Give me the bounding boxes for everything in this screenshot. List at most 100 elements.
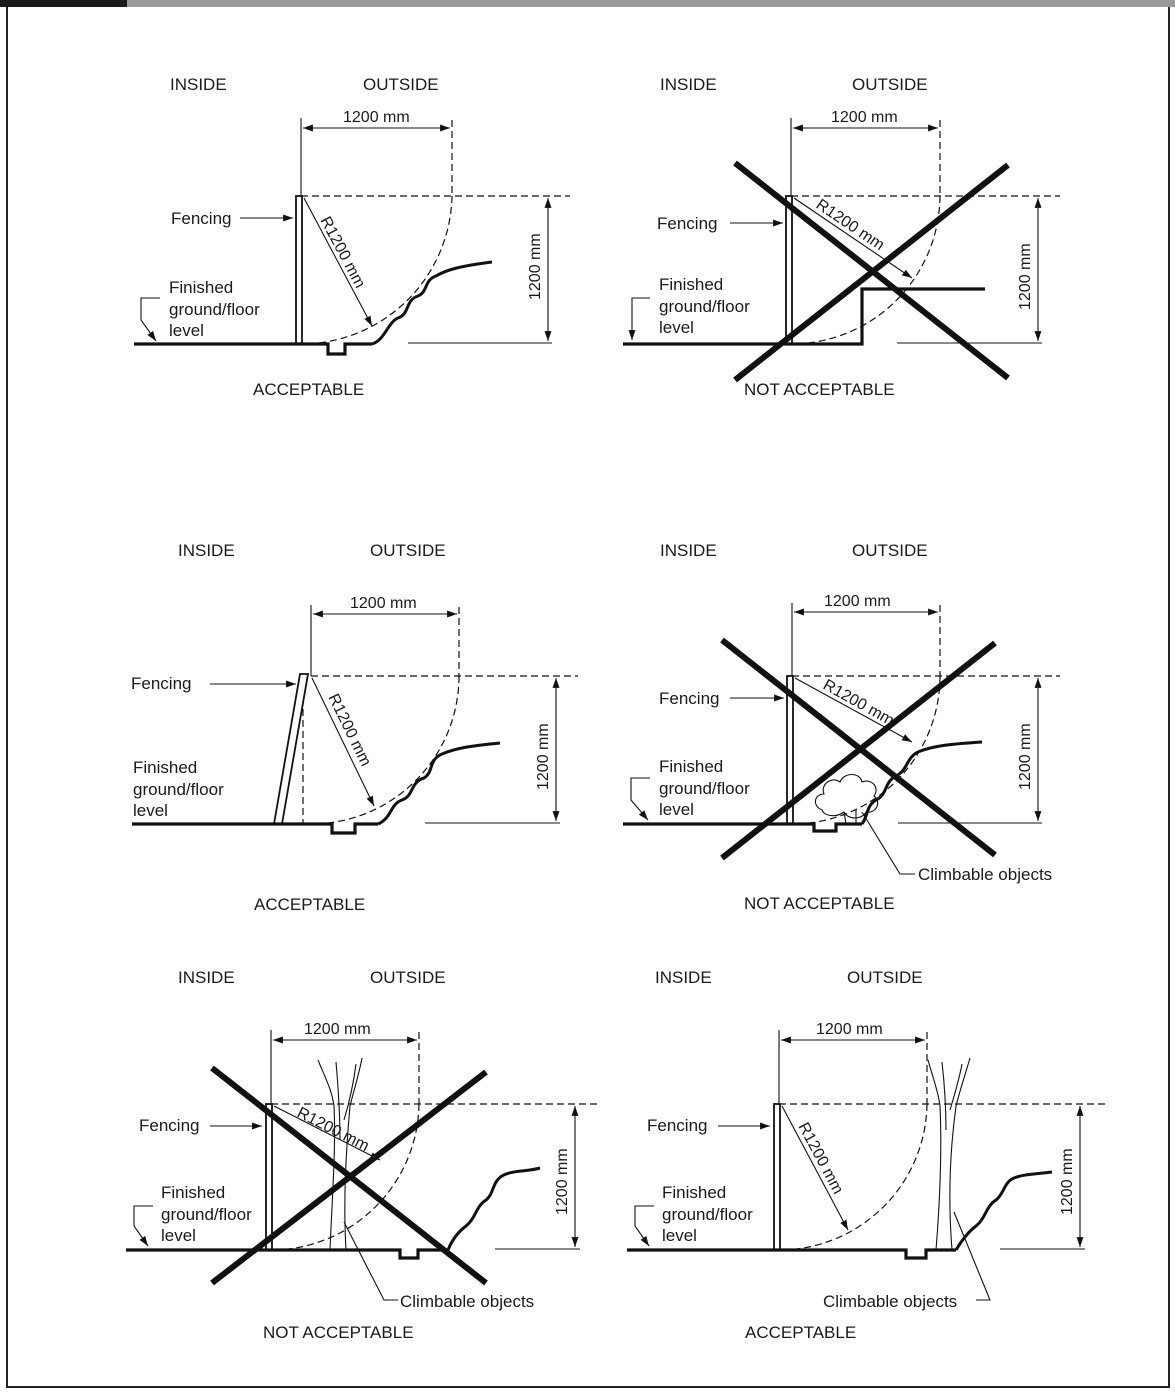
outside-label: OUTSIDE: [852, 75, 928, 94]
width-dimension-label: 1200 mm: [343, 109, 410, 126]
outside-label: OUTSIDE: [852, 541, 928, 560]
outside-label: OUTSIDE: [363, 75, 439, 94]
bush-stem: [843, 811, 847, 825]
fencing-label: Fencing: [139, 1116, 199, 1135]
tree-branch: [335, 1061, 341, 1141]
width-dimension-label: 1200 mm: [350, 595, 417, 612]
ground-label-line1: Finished: [161, 1183, 225, 1202]
ground-leader: [140, 297, 160, 342]
verdict-label: ACCEPTABLE: [253, 380, 364, 399]
radius-line: [794, 677, 913, 743]
climbable-objects-label: Climbable objects: [400, 1292, 534, 1311]
inside-label: INSIDE: [178, 541, 235, 560]
height-dimension-label: 1200 mm: [554, 1148, 571, 1215]
panel-6: INSIDE OUTSIDE 1200 mm 1200 mm R1200 mm …: [627, 968, 1105, 1342]
ground-line: [134, 342, 372, 356]
radius-label: R1200 mm: [820, 677, 897, 730]
radius-line: [793, 197, 913, 279]
ground-label-line3: level: [659, 318, 694, 337]
ground-line: [132, 822, 378, 835]
ground-label-line3: level: [659, 800, 694, 819]
tree-branch: [343, 1063, 357, 1121]
radius-label: R1200 mm: [813, 196, 887, 254]
ground-label-line2: ground/floor: [133, 780, 224, 799]
width-dimension-label: 1200 mm: [824, 593, 891, 610]
fencing-label: Fencing: [171, 209, 231, 228]
page-frame: [6, 7, 1170, 1388]
ground-line: [623, 822, 862, 833]
ground-leader: [630, 777, 650, 821]
inside-label: INSIDE: [170, 75, 227, 94]
tree-trunk-left: [927, 1059, 942, 1251]
inside-label: INSIDE: [660, 541, 717, 560]
verdict-label: NOT ACCEPTABLE: [744, 894, 895, 913]
sloped-terrain: [954, 1170, 1053, 1251]
climbable-objects-label: Climbable objects: [918, 865, 1052, 884]
tree-branch: [941, 1061, 947, 1131]
clearance-arc: [778, 1103, 928, 1251]
height-dimension-label: 1200 mm: [1017, 723, 1034, 790]
width-dimension-label: 1200 mm: [831, 109, 898, 126]
panel-4: INSIDE OUTSIDE 1200 mm 1200 mm R1200 mm …: [623, 541, 1060, 913]
inside-label: INSIDE: [655, 968, 712, 987]
tree-branch: [949, 1063, 963, 1111]
clearance-arc: [300, 195, 453, 345]
header-bar-accent: [0, 0, 127, 7]
width-dimension-label: 1200 mm: [816, 1021, 883, 1038]
radius-line: [273, 1105, 381, 1161]
header-bar: [0, 0, 1175, 7]
width-dimension-label: 1200 mm: [304, 1021, 371, 1038]
panel-2: INSIDE OUTSIDE 1200 mm 1200 mm R1200 mm …: [623, 75, 1060, 399]
climbable-objects-label: Climbable objects: [823, 1292, 957, 1311]
outside-label: OUTSIDE: [370, 541, 446, 560]
inside-label: INSIDE: [178, 968, 235, 987]
ground-label-line2: ground/floor: [659, 779, 750, 798]
verdict-label: NOT ACCEPTABLE: [263, 1323, 414, 1342]
ground-label-line3: level: [169, 321, 204, 340]
tree-trunk-left: [317, 1059, 336, 1251]
tree-trunk-right: [344, 1057, 363, 1251]
climbable-leader: [953, 1211, 991, 1301]
radius-line: [781, 1105, 849, 1231]
radius-line: [311, 677, 375, 807]
clearance-arc: [790, 195, 941, 345]
height-dimension-label: 1200 mm: [1017, 243, 1034, 310]
radius-line: [303, 197, 373, 327]
ground-label-line2: ground/floor: [161, 1205, 252, 1224]
cross-out-line: [210, 1069, 488, 1286]
ground-label-line2: ground/floor: [662, 1205, 753, 1224]
outside-label: OUTSIDE: [847, 968, 923, 987]
verdict-label: NOT ACCEPTABLE: [744, 380, 895, 399]
ground-label-line1: Finished: [662, 1183, 726, 1202]
panel-5: INSIDE OUTSIDE 1200 mm 1200 mm R1200 mm …: [126, 968, 597, 1342]
sloped-terrain: [371, 260, 493, 346]
outside-label: OUTSIDE: [370, 968, 446, 987]
ground-label-line3: level: [161, 1226, 196, 1245]
climbable-leader: [861, 811, 915, 875]
height-dimension-label: 1200 mm: [1059, 1148, 1076, 1215]
sloped-terrain: [446, 1166, 541, 1251]
fence-post: [265, 1103, 273, 1251]
fencing-label: Fencing: [659, 689, 719, 708]
ground-line: [126, 1248, 448, 1260]
clearance-arc: [310, 675, 460, 825]
ground-label-line1: Finished: [133, 758, 197, 777]
panel-1: INSIDE OUTSIDE 1200 mm 1200 mm R1200 mm …: [134, 75, 570, 399]
tree-trunk-right: [949, 1057, 971, 1251]
height-dimension-label: 1200 mm: [535, 723, 552, 790]
sloped-terrain: [377, 741, 501, 826]
ground-label-line1: Finished: [659, 275, 723, 294]
panel-3: INSIDE OUTSIDE 1200 mm 1200 mm R1200 mm …: [131, 541, 578, 914]
radius-label: R1200 mm: [294, 1104, 371, 1155]
clearance-arc: [270, 1103, 420, 1251]
radius-label: R1200 mm: [794, 1120, 846, 1197]
ground-leader: [133, 1205, 153, 1247]
ground-leader: [628, 297, 650, 340]
ground-label-line1: Finished: [659, 757, 723, 776]
climbable-leader: [343, 1221, 398, 1301]
fencing-label: Fencing: [657, 214, 717, 233]
radius-label: R1200 mm: [324, 691, 374, 769]
ground-label-line2: ground/floor: [169, 300, 260, 319]
cross-out-line: [733, 162, 1010, 383]
